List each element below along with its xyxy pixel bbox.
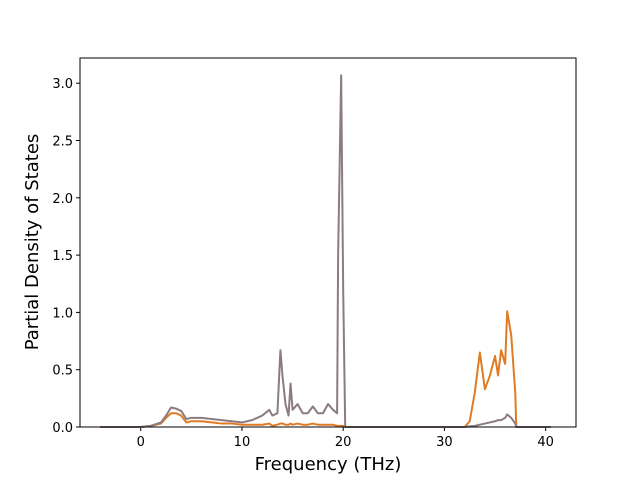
y-tick-label: 0.0	[52, 421, 73, 436]
x-axis-label: Frequency (THz)	[255, 454, 402, 475]
x-tick-label: 30	[436, 435, 453, 450]
y-tick-label: 2.5	[52, 135, 73, 150]
x-tick-label: 10	[234, 435, 251, 450]
y-tick-label: 1.0	[52, 306, 73, 321]
y-axis-label: Partial Density of States	[22, 134, 43, 351]
x-tick-label: 0	[137, 435, 145, 450]
y-tick-label: 0.5	[52, 364, 73, 379]
x-tick-label: 20	[335, 435, 352, 450]
series-line	[100, 74, 551, 428]
x-tick-label: 40	[537, 435, 554, 450]
y-tick-label: 1.5	[52, 249, 73, 264]
series-line	[100, 310, 551, 428]
y-tick-label: 3.0	[52, 77, 73, 92]
y-tick-label: 2.0	[52, 192, 73, 207]
plot-frame	[79, 57, 577, 428]
